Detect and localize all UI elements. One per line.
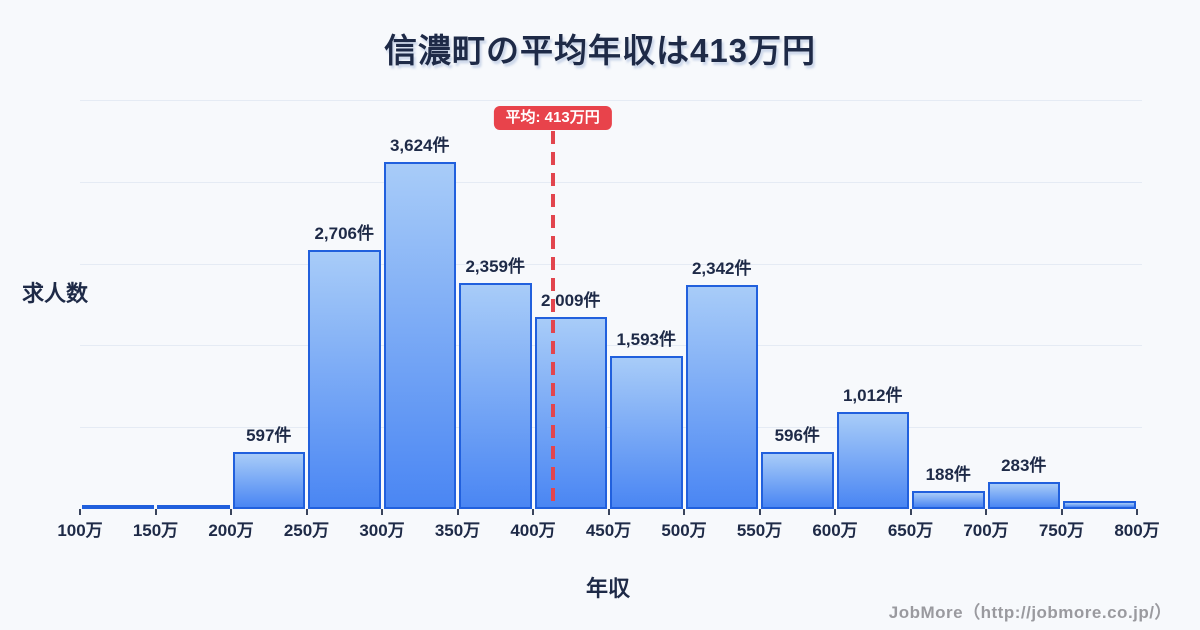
x-tick-label: 600万 — [812, 521, 858, 540]
x-tick — [758, 509, 761, 515]
x-tick — [154, 509, 157, 515]
histogram-bar — [1063, 500, 1136, 509]
x-tick — [456, 509, 459, 515]
x-tick-label: 200万 — [208, 521, 254, 540]
x-tick — [909, 509, 912, 515]
histogram-bar — [383, 161, 456, 509]
x-tick-label: 800万 — [1114, 521, 1160, 540]
x-tick-label: 250万 — [283, 521, 330, 540]
histogram-bar — [81, 505, 154, 510]
bar-value-label: 597件 — [246, 425, 292, 445]
x-tick-label: 300万 — [359, 521, 405, 540]
page-title: 信濃町の平均年収は413万円 — [383, 32, 817, 69]
x-tick — [230, 509, 232, 515]
histogram-bar — [610, 356, 683, 509]
x-tick-label: 400万 — [510, 521, 556, 540]
x-tick — [683, 509, 685, 515]
x-tick — [607, 509, 610, 515]
x-tick — [305, 509, 308, 515]
bar-value-label: 2,706件 — [314, 223, 375, 243]
bar-value-label: 188件 — [925, 464, 971, 484]
x-tick — [1060, 509, 1063, 515]
bar-value-label: 283件 — [1001, 455, 1047, 475]
x-tick-label: 100万 — [57, 521, 103, 540]
gridline — [80, 181, 1142, 183]
x-tick — [381, 509, 383, 515]
x-tick — [79, 509, 81, 515]
histogram-bar — [836, 412, 909, 509]
x-tick — [834, 509, 836, 515]
x-axis-label: 年収 — [585, 576, 630, 601]
histogram-bar — [912, 490, 985, 509]
average-line — [550, 131, 555, 509]
x-tick-label: 650万 — [887, 521, 934, 540]
x-tick — [532, 509, 534, 515]
bar-value-label: 3,624件 — [389, 135, 450, 155]
x-tick-label: 750万 — [1038, 521, 1085, 540]
footer-credit: JobMore（http://jobmore.co.jp/） — [888, 603, 1172, 622]
histogram-bar — [232, 451, 305, 509]
bar-value-label: 2,359件 — [465, 257, 526, 277]
x-tick-label: 350万 — [434, 521, 481, 540]
gridline — [80, 100, 1142, 101]
bar-value-label: 596件 — [774, 425, 820, 445]
histogram-bar — [157, 505, 230, 510]
bar-value-label: 1,012件 — [842, 386, 903, 406]
x-tick-label: 150万 — [132, 521, 179, 540]
histogram-bar — [459, 283, 532, 509]
x-tick-label: 700万 — [963, 521, 1009, 540]
x-tick-label: 500万 — [661, 521, 707, 540]
x-tick — [985, 509, 987, 515]
histogram-bar — [685, 284, 758, 509]
x-tick — [1136, 509, 1138, 515]
histogram-bar — [761, 451, 834, 509]
average-badge: 平均: 413万円 — [493, 106, 612, 130]
y-axis-label: 求人数 — [22, 281, 89, 306]
histogram-bar — [308, 249, 381, 509]
gridline — [80, 263, 1142, 265]
bar-value-label: 2,009件 — [540, 290, 601, 310]
bar-value-label: 2,342件 — [691, 258, 752, 278]
gridline — [80, 345, 1142, 347]
x-tick-label: 450万 — [585, 521, 632, 540]
bar-value-label: 1,593件 — [616, 330, 677, 350]
histogram-bar — [987, 481, 1060, 509]
x-tick-label: 550万 — [736, 521, 783, 540]
histogram-bar — [534, 316, 607, 509]
